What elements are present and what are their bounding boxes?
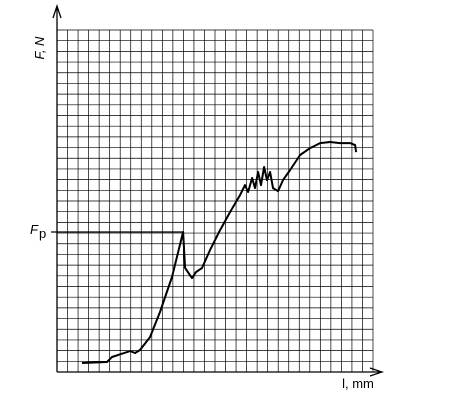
annotation-subscript: p xyxy=(39,226,46,241)
grid xyxy=(56,29,374,373)
x-axis-label: l, mm xyxy=(342,376,374,391)
axes xyxy=(52,3,385,377)
annotation-label: F xyxy=(30,222,39,237)
plot xyxy=(81,141,358,364)
y-axis-label: F, N xyxy=(32,36,47,59)
data-line xyxy=(81,141,358,364)
